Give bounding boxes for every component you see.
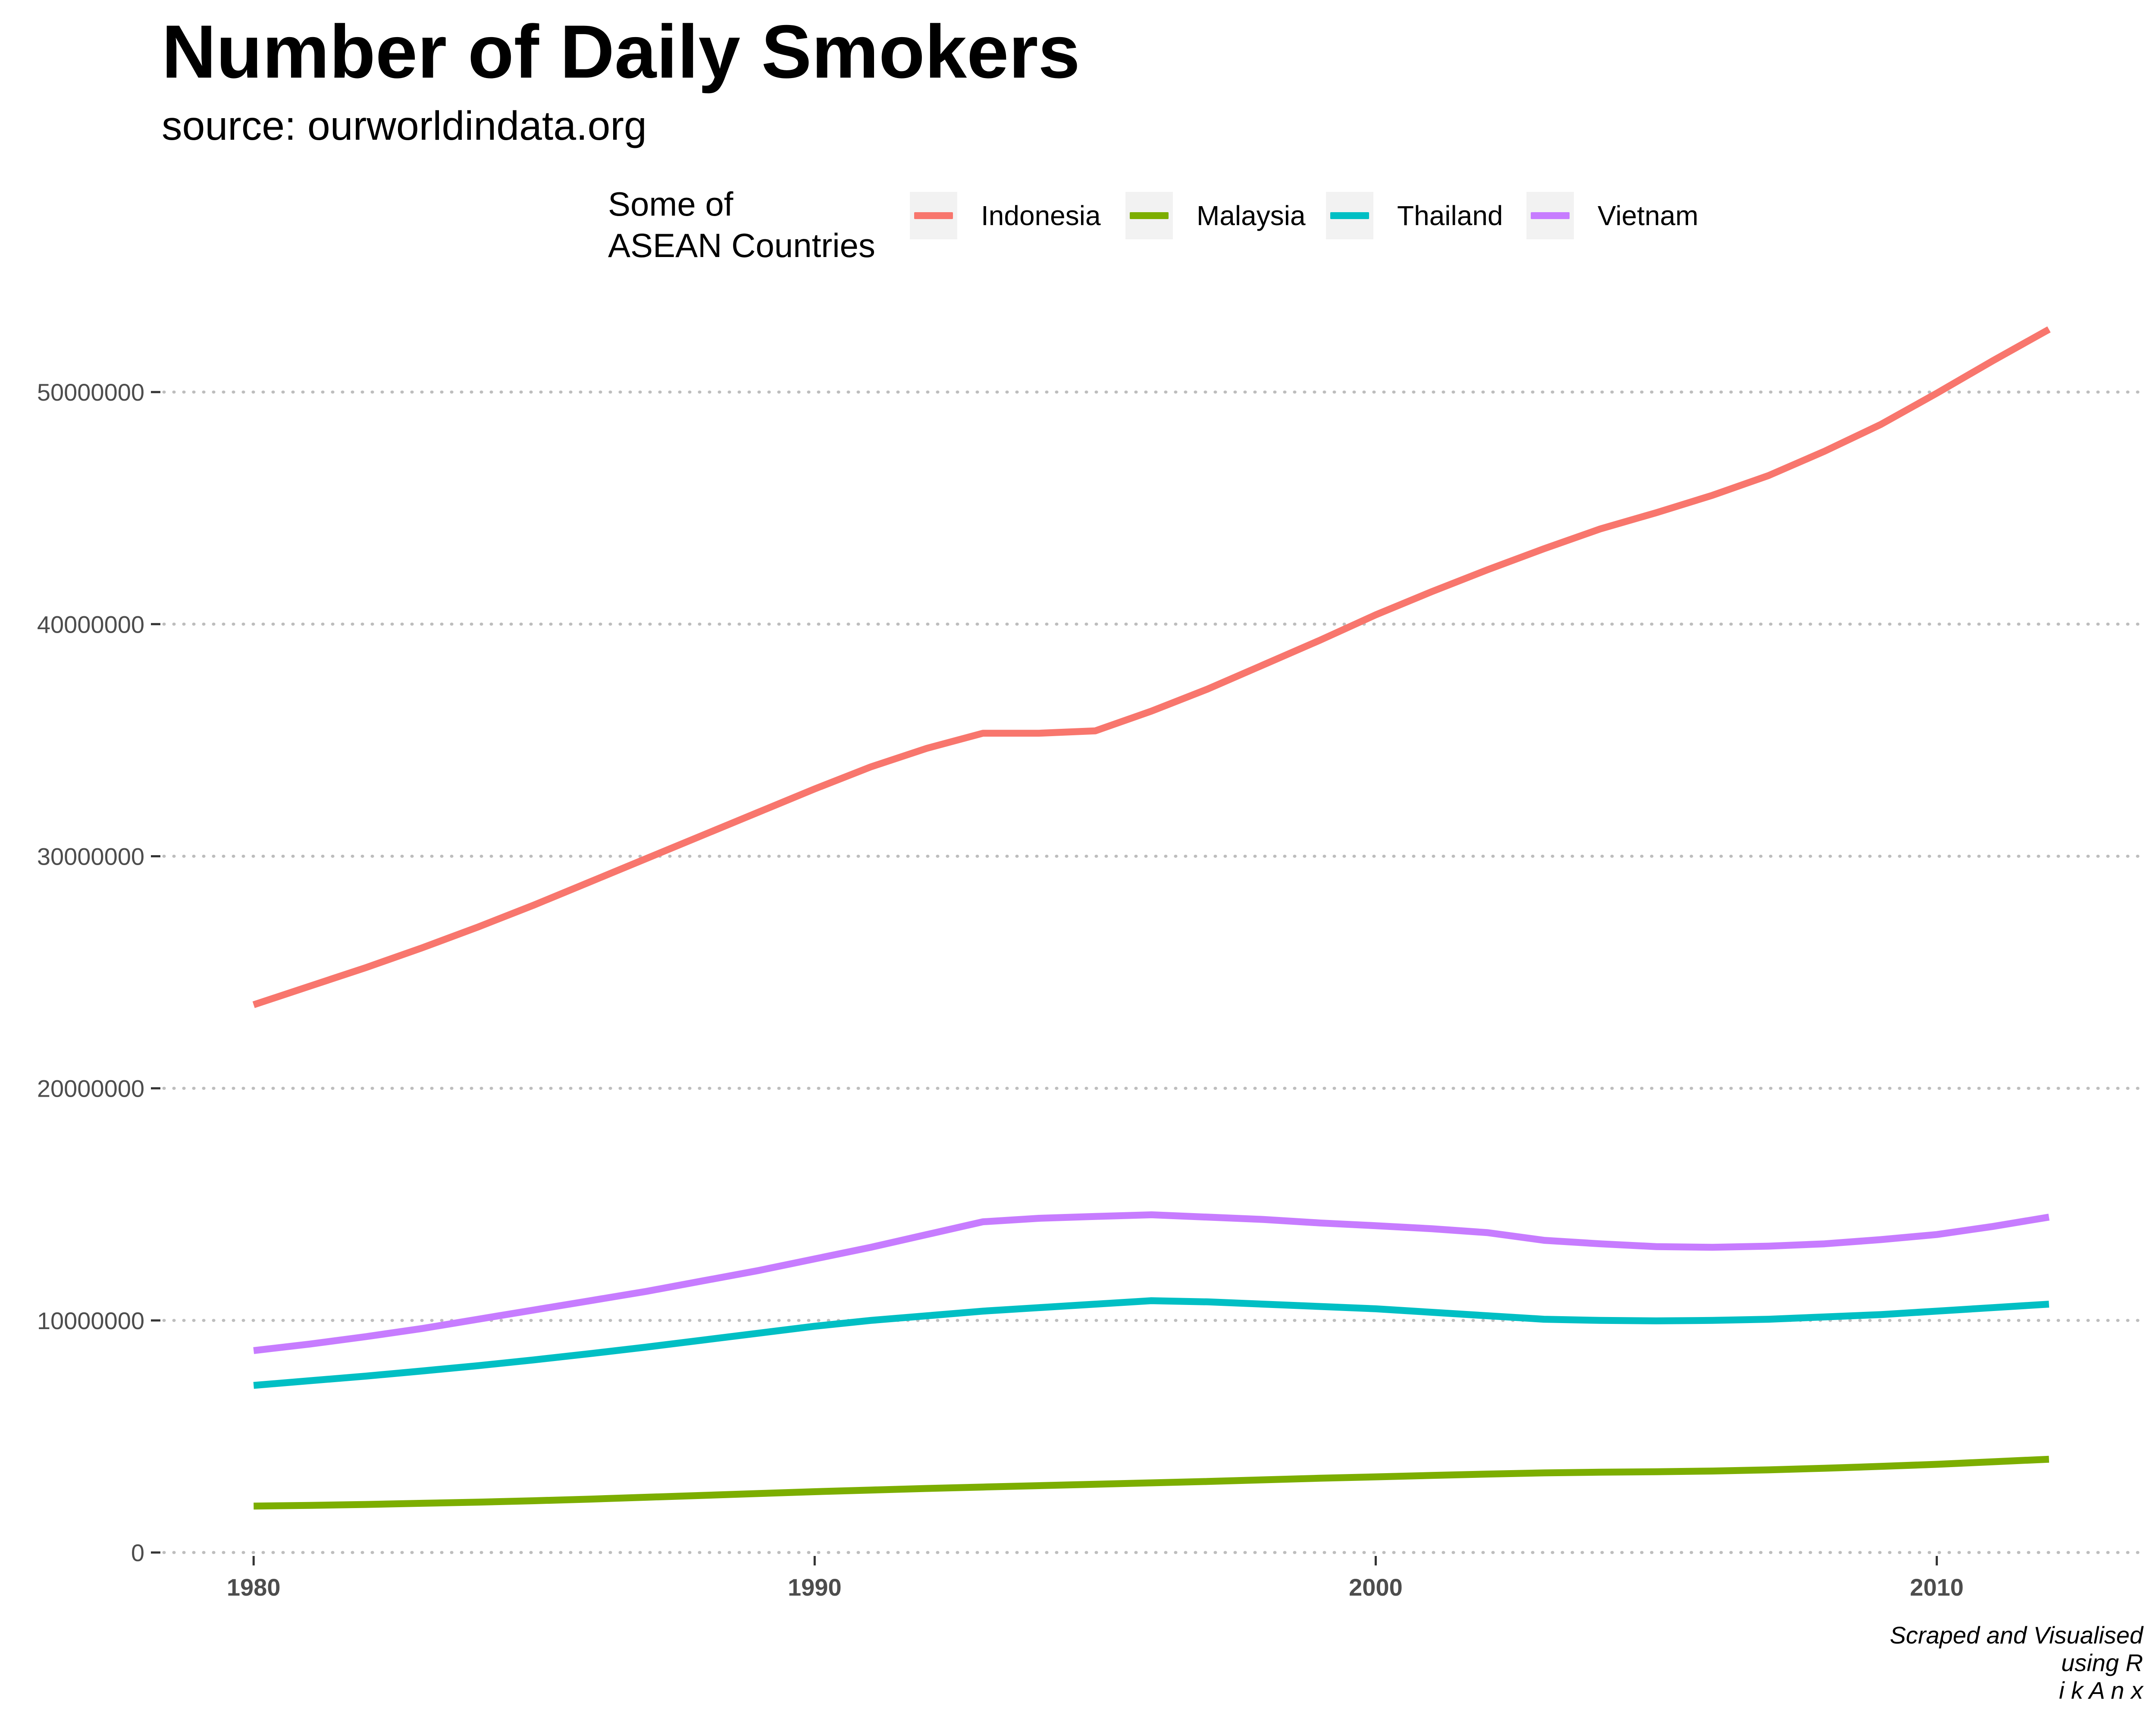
x-tick-label: 1980 (227, 1574, 281, 1601)
y-tick-label: 50000000 (37, 379, 144, 406)
caption: Scraped and Visualised using R i k A n x (1890, 1622, 2143, 1704)
chart-title: Number of Daily Smokers (162, 10, 1080, 94)
x-axis: 1980 1990 2000 2010 (227, 1556, 1964, 1601)
legend-swatch-indonesia (914, 212, 953, 219)
x-tick-label: 2010 (1910, 1574, 1964, 1601)
legend-swatch-thailand (1330, 212, 1369, 219)
chart-subtitle: source: ourworldindata.org (162, 103, 647, 149)
legend-label-indonesia: Indonesia (981, 200, 1101, 231)
x-tick-label: 1990 (788, 1574, 842, 1601)
series-line-malaysia (254, 1455, 2049, 1510)
series-line-indonesia (252, 326, 2051, 1008)
y-tick-label: 30000000 (37, 843, 144, 870)
legend-swatch-vietnam (1531, 212, 1570, 219)
legend-label-malaysia: Malaysia (1197, 200, 1306, 231)
caption-line: using R (2061, 1649, 2143, 1676)
legend-key (910, 192, 957, 239)
y-axis: 0 10000000 20000000 30000000 40000000 5000000… (37, 379, 160, 1566)
series-line-thailand (253, 1297, 2049, 1389)
gridlines (162, 390, 2140, 1554)
legend-swatch-malaysia (1130, 212, 1169, 219)
series-lines (252, 326, 2051, 1510)
legend-title: Some of ASEAN Countries (608, 185, 875, 264)
legend-key (1326, 192, 1373, 239)
y-tick-label: 20000000 (37, 1075, 144, 1102)
legend-key (1526, 192, 1574, 239)
x-tick-label: 2000 (1349, 1574, 1403, 1601)
series-line-vietnam (253, 1211, 2050, 1354)
y-tick-label: 10000000 (37, 1307, 144, 1334)
caption-line: Scraped and Visualised (1890, 1622, 2143, 1649)
caption-line: i k A n x (2059, 1677, 2143, 1704)
legend-label-vietnam: Vietnam (1598, 200, 1698, 231)
y-tick-label: 0 (131, 1539, 144, 1566)
y-tick-label: 40000000 (37, 611, 144, 638)
legend-key (1125, 192, 1173, 239)
legend-label-thailand: Thailand (1397, 200, 1503, 231)
